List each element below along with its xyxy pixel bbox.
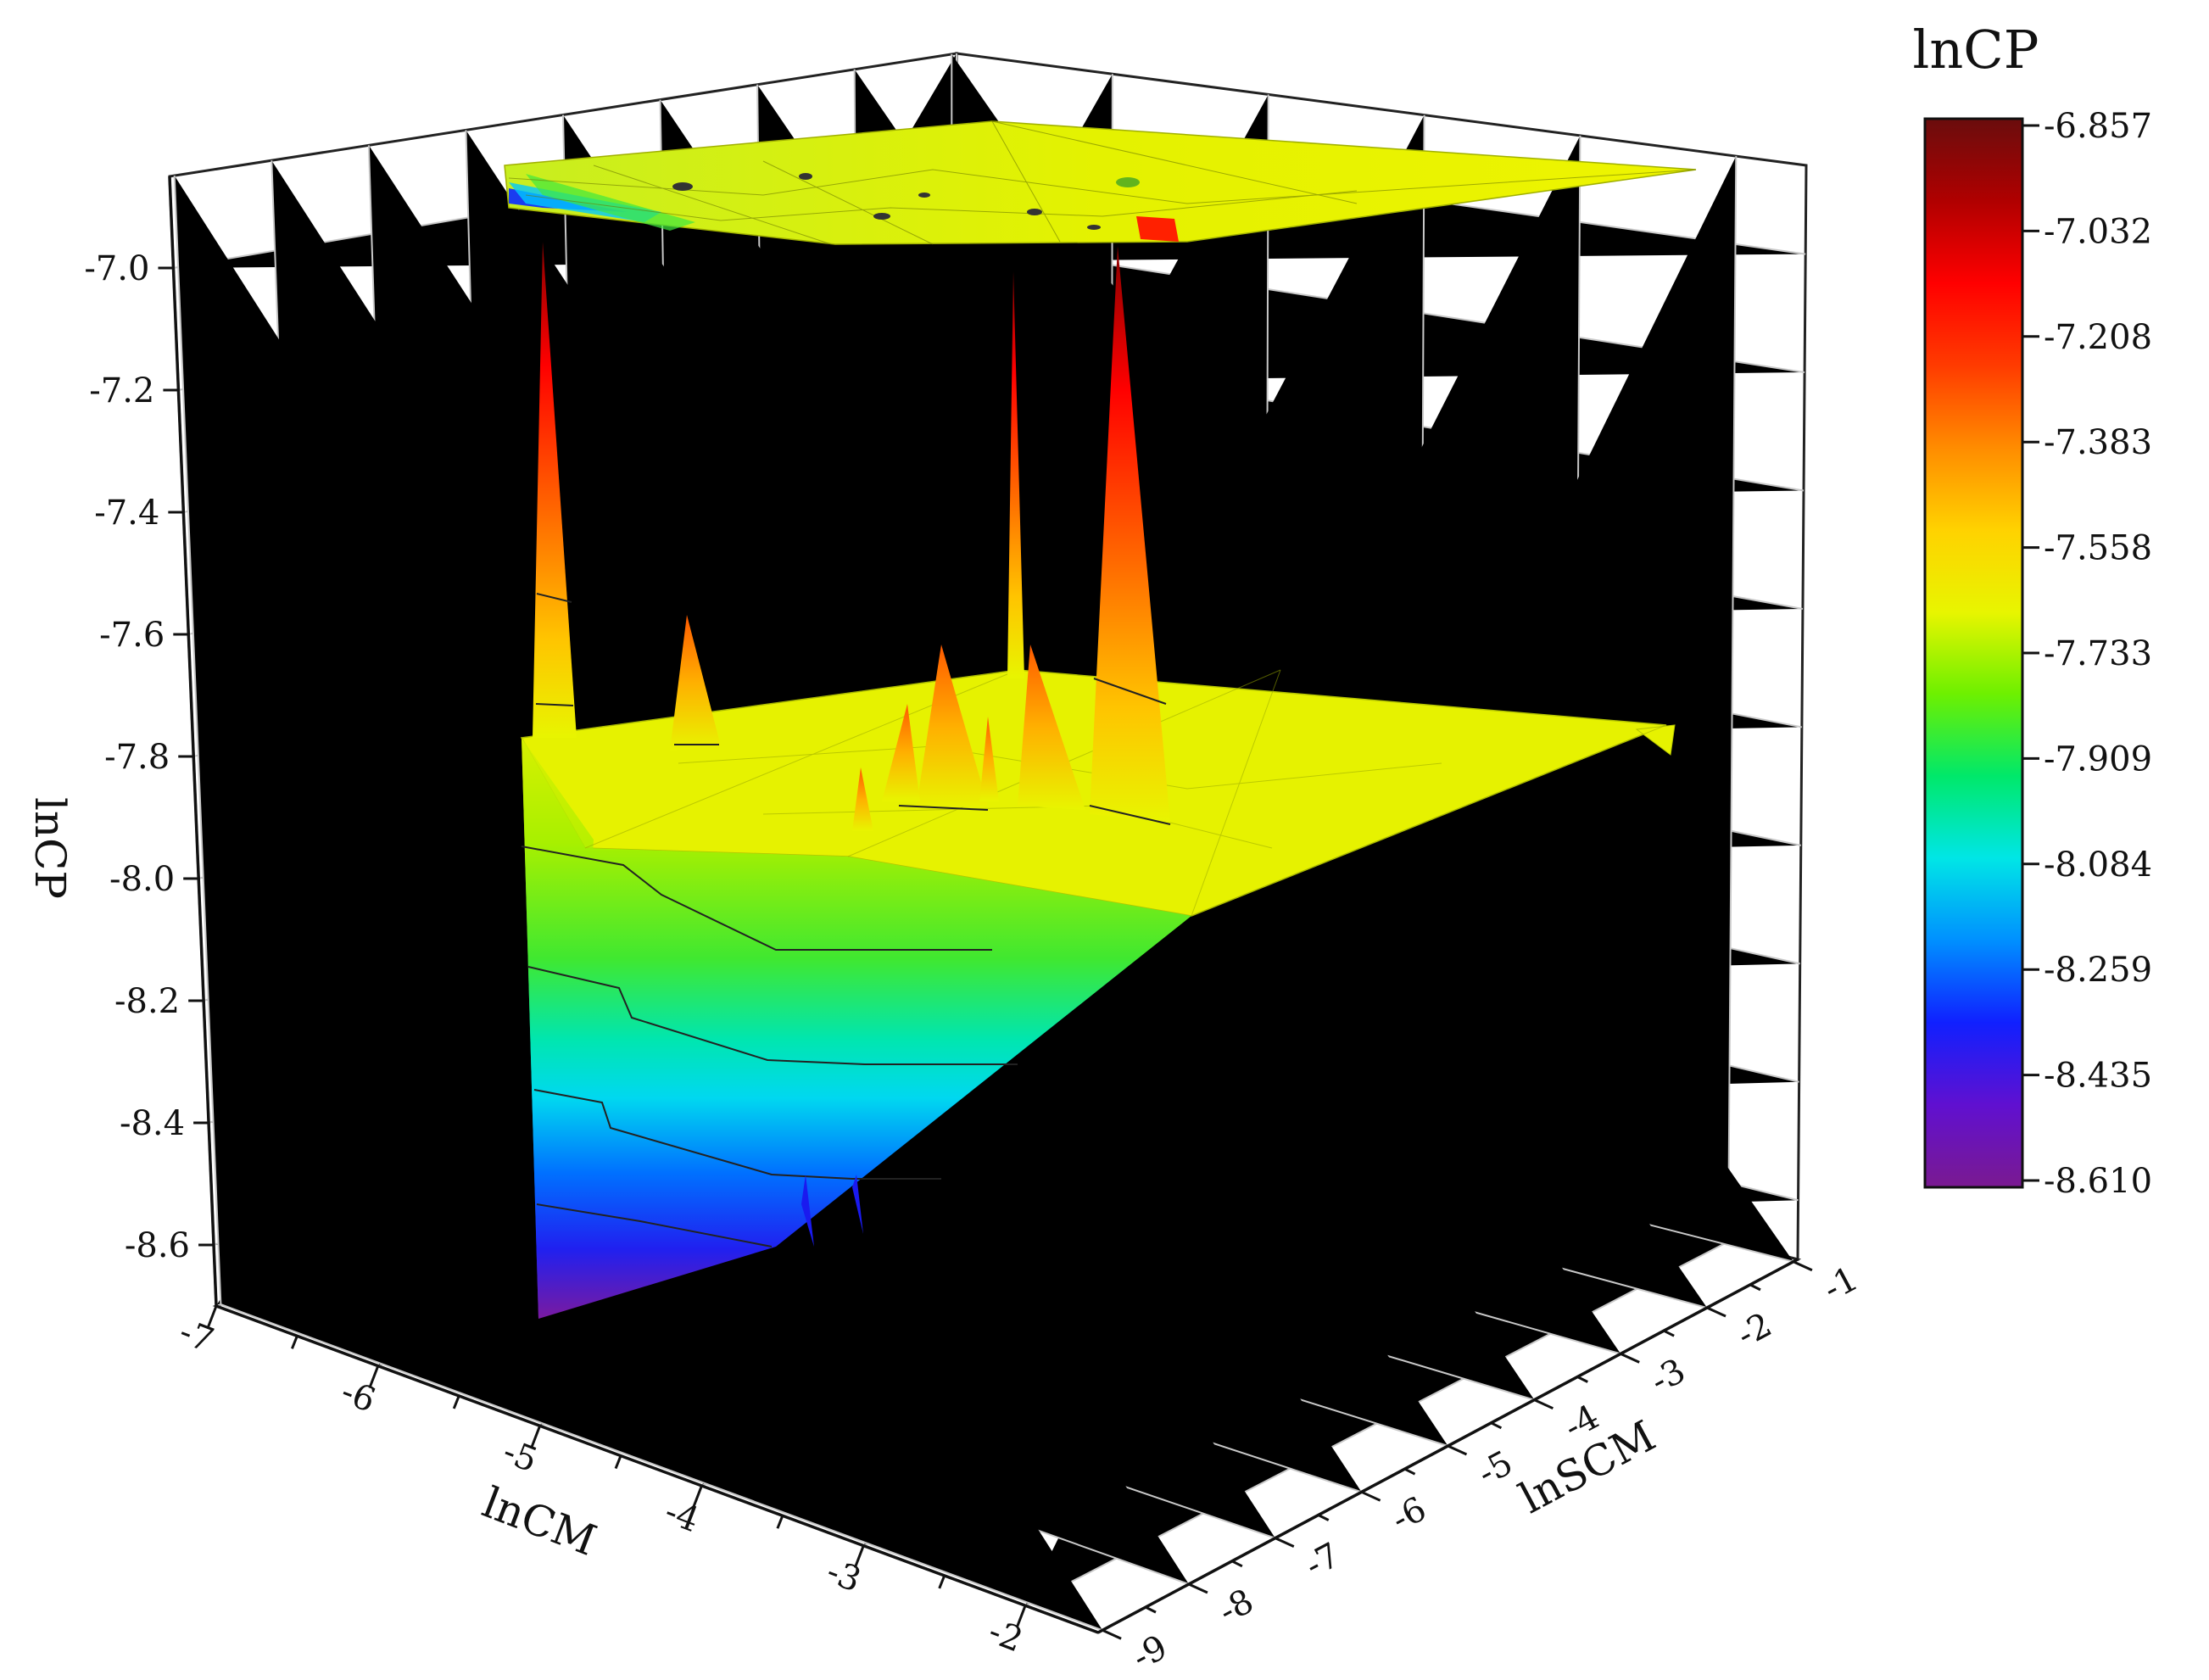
colorbar-tick-label: -8.084	[2044, 846, 2152, 885]
lower-wall	[522, 738, 1191, 1319]
colorbar-tick-label: -7.383	[2044, 423, 2152, 462]
colorbar-tick-label: -7.909	[2044, 740, 2152, 779]
x-tick-mark	[206, 1305, 218, 1329]
colorbar-tick-label: -7.032	[2044, 212, 2152, 251]
y-minor-tick	[1663, 1329, 1675, 1337]
z-tick-label: -7.2	[89, 371, 154, 410]
colorbar-tick-label: -6.857	[2044, 107, 2152, 146]
y-minor-tick	[1145, 1605, 1157, 1614]
x-minor-tick	[776, 1515, 784, 1529]
y-tick-mark	[1275, 1537, 1295, 1549]
y-minor-tick	[1403, 1467, 1416, 1476]
x-tick-mark	[853, 1545, 865, 1569]
y-minor-tick	[1490, 1421, 1503, 1430]
colorbar-ticks: -6.857 -7.032 -7.208 -7.383 -7.558 -7.733 -7.9…	[2022, 107, 2152, 1201]
y-minor-tick	[1318, 1514, 1330, 1521]
x-minor-tick	[291, 1335, 298, 1349]
y-tick-label: -7	[1299, 1536, 1347, 1586]
z-tick-label: -7.6	[99, 616, 165, 655]
upper-surface-red-corner	[1136, 216, 1179, 242]
colorbar-tick-label: -8.610	[2044, 1162, 2152, 1201]
lower-gap-spike	[801, 1175, 814, 1247]
z-tick-label: -7.4	[94, 494, 159, 533]
y-tick-mark	[1620, 1352, 1640, 1364]
colorbar: lnCP -6.857 -7.032 -7.208 -7.383 -7.558 -7.73…	[1913, 19, 2152, 1201]
y-minor-tick	[1576, 1376, 1588, 1383]
y-minor-tick	[1231, 1560, 1243, 1568]
x-minor-tick	[614, 1455, 622, 1470]
colorbar-swatch	[1923, 117, 2024, 1189]
spike-small-d	[882, 704, 920, 801]
y-tick-label: -2	[1731, 1305, 1778, 1355]
y-tick-mark	[1361, 1490, 1381, 1502]
y-tick-label: -9	[1126, 1627, 1174, 1677]
colorbar-tick-label: -8.259	[2044, 951, 2152, 990]
x-axis-label: lnCM	[476, 1477, 602, 1565]
y-minor-tick	[1749, 1283, 1761, 1292]
colorbar-tick-label: -8.435	[2044, 1057, 2152, 1096]
spike-small-c	[1018, 645, 1085, 810]
z-tick-label: -8.4	[120, 1104, 185, 1143]
y-tick-mark	[1793, 1260, 1813, 1272]
x-tick-mark	[692, 1485, 703, 1509]
y-tick-label: -3	[1644, 1351, 1692, 1401]
x-tick-mark	[368, 1365, 380, 1389]
x-minor-tick	[938, 1575, 946, 1589]
z-tick-label: -8.6	[125, 1226, 190, 1265]
spike-contours	[535, 593, 1171, 825]
y-tick-mark	[1533, 1398, 1554, 1410]
z-tick-label: -8.2	[114, 982, 180, 1021]
z-tick-label: -8.0	[109, 860, 175, 899]
y-tick-mark	[1102, 1628, 1122, 1640]
spike-small-b	[916, 645, 988, 810]
y-tick-label: -8	[1213, 1582, 1260, 1632]
y-tick-label: -6	[1386, 1489, 1433, 1539]
z-axis-ticks: -7.0 -7.2 -7.4 -7.6 -7.8 -8.0 -8.2 -8.4 -8.6	[84, 249, 215, 1265]
upper-surface-edge-green	[526, 174, 695, 231]
z-tick-label: -7.8	[104, 738, 170, 777]
upper-surface	[504, 120, 1697, 245]
spike-small-e	[979, 717, 999, 801]
spike-small-f	[852, 767, 873, 831]
y-tick-mark	[1447, 1444, 1468, 1456]
contour-lines	[521, 846, 1018, 1247]
spike-tall-left	[533, 242, 577, 738]
z-axis-label: lnCP	[25, 797, 75, 899]
spike-small-a	[670, 615, 721, 751]
y-tick-mark	[1188, 1582, 1208, 1594]
y-tick-label: -1	[1817, 1259, 1865, 1309]
colorbar-title: lnCP	[1913, 19, 2039, 81]
spike-tall-mid	[1007, 271, 1024, 678]
spike-tall-right	[1090, 246, 1170, 823]
spikes	[533, 242, 1171, 831]
lower-tail	[1635, 724, 1676, 756]
y-tick-mark	[1706, 1306, 1726, 1318]
lower-wall-front	[522, 738, 632, 1319]
lower-gap-spike-2	[852, 1175, 863, 1234]
colorbar-tick-label: -7.558	[2044, 529, 2152, 568]
colorbar-tick-label: -7.208	[2044, 318, 2152, 357]
y-tick-label: -5	[1471, 1443, 1519, 1493]
x-tick-mark	[530, 1425, 542, 1448]
colorbar-tick-label: -7.733	[2044, 634, 2152, 673]
x-minor-tick	[452, 1395, 460, 1409]
z-tick-label: -7.0	[84, 249, 149, 288]
x-tick-mark	[1015, 1605, 1027, 1628]
upper-surface-spots	[672, 173, 1140, 230]
